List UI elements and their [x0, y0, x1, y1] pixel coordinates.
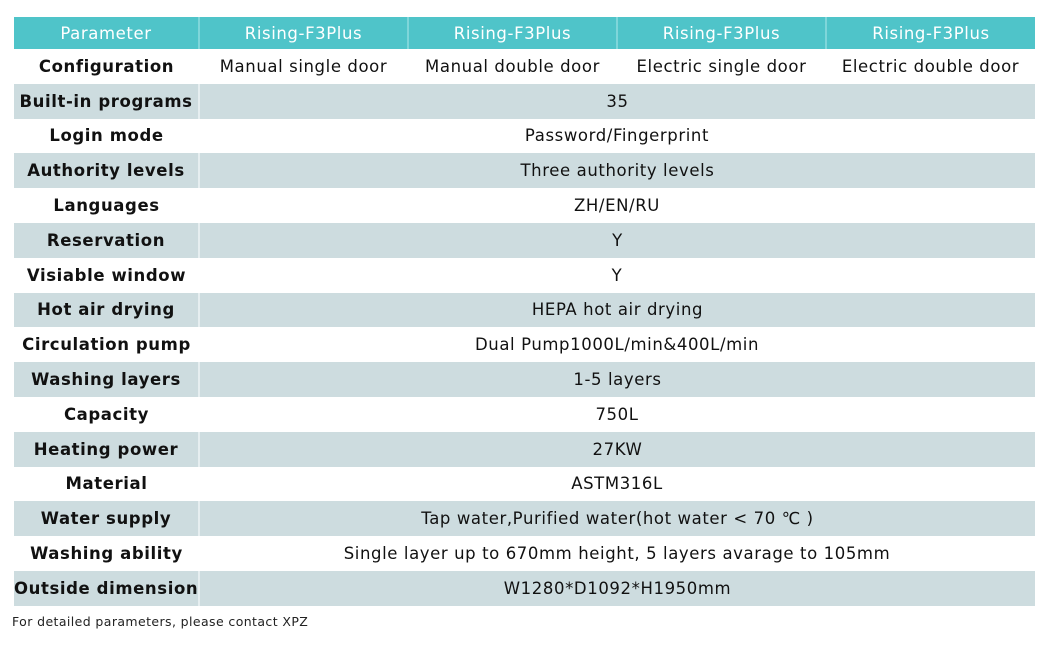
param-label: Heating power	[14, 431, 200, 467]
param-label: Material	[65, 474, 148, 494]
table-row: Reservation Y	[14, 222, 1035, 258]
param-value: Dual Pump1000L/min&400L/min	[474, 335, 760, 355]
param-value: ZH/EN/RU	[574, 196, 660, 216]
param-value: 27KW	[199, 431, 1035, 467]
param-value: Manual single door	[219, 56, 388, 76]
header-model: Rising-F3Plus	[826, 17, 1035, 49]
table-row: Washing layers 1-5 layers	[14, 362, 1035, 397]
param-label: Visiable window	[26, 265, 187, 285]
table-row: Built-in programs 35	[14, 83, 1035, 119]
header-model: Rising-F3Plus	[617, 17, 827, 49]
table-row: Visiable window Y	[14, 258, 1035, 293]
param-label: Washing ability	[30, 544, 183, 564]
param-value: Electric double door	[841, 56, 1020, 76]
param-label: Configuration	[38, 56, 175, 76]
param-label: Built-in programs	[14, 83, 200, 119]
param-value: HEPA hot air drying	[199, 292, 1035, 328]
param-label: Login mode	[49, 126, 164, 146]
param-value: Tap water,Purified water(hot water < 70 …	[199, 501, 1035, 537]
table-row: Water supply Tap water,Purified water(hot…	[14, 501, 1035, 537]
param-value: Y	[611, 265, 623, 285]
table-row: Hot air drying HEPA hot air drying	[14, 292, 1035, 328]
table-row: Authority levels Three authority levels	[14, 153, 1035, 189]
param-value: 35	[199, 83, 1035, 119]
table-row: Material ASTM316L	[14, 467, 1035, 502]
table-row: Outside dimension W1280*D1092*H1950mm	[14, 570, 1035, 606]
param-value: 750L	[595, 404, 639, 424]
footnote: For detailed parameters, please contact …	[12, 614, 309, 629]
param-value: Manual double door	[425, 56, 600, 76]
table-row: Capacity 750L	[14, 397, 1035, 432]
param-label: Washing layers	[14, 362, 200, 397]
param-label: Capacity	[63, 404, 150, 424]
table-row: Login mode Password/Fingerprint	[14, 119, 1035, 154]
param-value: ASTM316L	[571, 474, 663, 494]
param-value: Three authority levels	[199, 153, 1035, 189]
param-label: Reservation	[14, 222, 200, 258]
header-row: Parameter Rising-F3Plus Rising-F3Plus Ri…	[14, 17, 1035, 49]
param-label: Languages	[53, 196, 160, 216]
table-row: Circulation pump Dual Pump1000L/min&400L/…	[14, 327, 1035, 362]
table-row: Washing ability Single layer up to 670mm …	[14, 536, 1035, 571]
table-row: Languages ZH/EN/RU	[14, 188, 1035, 223]
param-label: Outside dimension	[14, 570, 200, 606]
header-parameter: Parameter	[14, 17, 200, 49]
table-row-configuration: Configuration Manual single door Manual …	[14, 49, 1035, 84]
header-model: Rising-F3Plus	[199, 17, 409, 49]
header-model: Rising-F3Plus	[408, 17, 618, 49]
spec-table: Parameter Rising-F3Plus Rising-F3Plus Ri…	[14, 17, 1035, 606]
param-value: Single layer up to 670mm height, 5 layer…	[343, 544, 891, 564]
table-row: Heating power 27KW	[14, 431, 1035, 467]
param-value: Electric single door	[636, 56, 807, 76]
param-value: W1280*D1092*H1950mm	[199, 570, 1035, 606]
param-value: Y	[199, 222, 1035, 258]
param-label: Water supply	[14, 501, 200, 537]
param-label: Circulation pump	[22, 335, 191, 355]
param-label: Authority levels	[14, 153, 200, 189]
param-value: 1-5 layers	[199, 362, 1035, 397]
param-label: Hot air drying	[14, 292, 200, 328]
param-value: Password/Fingerprint	[524, 126, 710, 146]
